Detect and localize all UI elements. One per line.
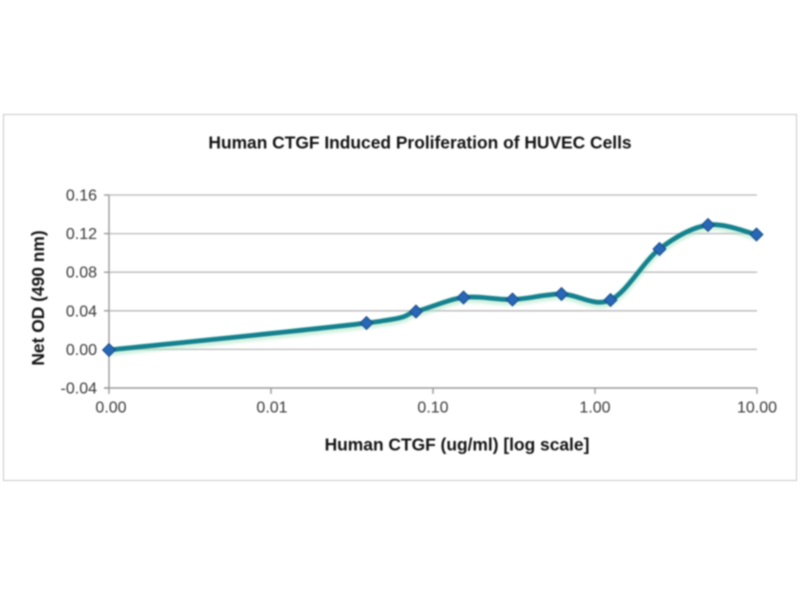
svg-text:0.00: 0.00 (95, 400, 126, 417)
svg-text:Net OD (490 nm): Net OD (490 nm) (28, 230, 48, 365)
svg-text:1.00: 1.00 (579, 400, 610, 417)
svg-text:0.00: 0.00 (66, 342, 97, 359)
svg-text:0.01: 0.01 (256, 400, 287, 417)
svg-text:0.16: 0.16 (66, 188, 97, 205)
svg-text:-0.04: -0.04 (61, 381, 98, 398)
svg-text:Human CTGF (ug/ml) [log scale]: Human CTGF (ug/ml) [log scale] (325, 435, 590, 455)
svg-text:0.04: 0.04 (66, 303, 97, 320)
svg-text:10.00: 10.00 (737, 400, 777, 417)
svg-text:0.10: 0.10 (417, 400, 448, 417)
svg-text:0.12: 0.12 (66, 226, 97, 243)
svg-text:Human CTGF Induced Proliferati: Human CTGF Induced Proliferation of HUVE… (208, 133, 631, 153)
svg-text:0.08: 0.08 (66, 265, 97, 282)
